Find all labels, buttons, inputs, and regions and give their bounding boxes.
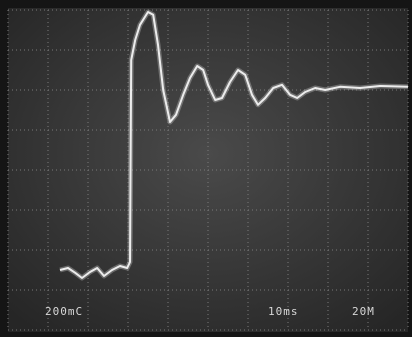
time-per-div: 10ms [268, 305, 299, 318]
sample-rate: 20M [352, 305, 375, 318]
volts-per-div: 200mC [45, 305, 83, 318]
trace [59, 11, 409, 279]
